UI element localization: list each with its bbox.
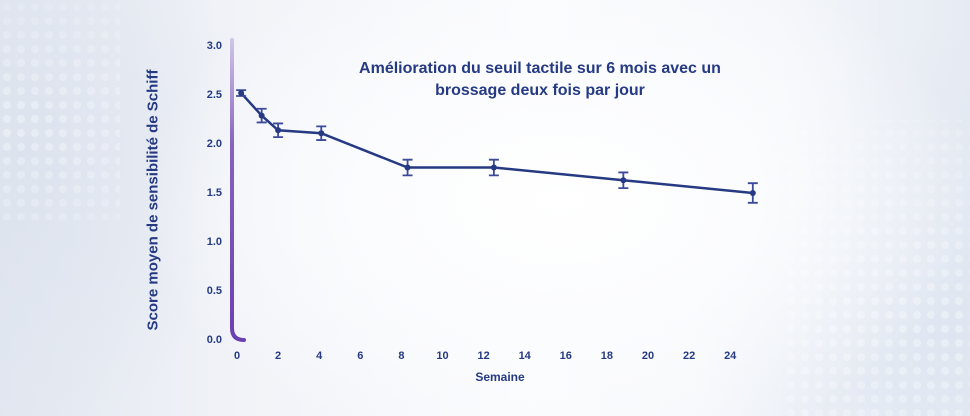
data-line [240, 92, 753, 195]
series-line [236, 89, 758, 204]
x-tick-label: 0 [233, 350, 241, 362]
x-tick-label: 18 [600, 350, 614, 362]
x-tick-label: 16 [559, 350, 572, 362]
data-point [316, 125, 327, 141]
x-tick-label: 12 [477, 350, 490, 362]
x-tick-label: 10 [436, 350, 449, 362]
data-point [488, 158, 499, 177]
data-point [747, 182, 758, 204]
marker-dot [275, 127, 282, 134]
marker-dot [258, 112, 265, 119]
y-tick-label: 3.0 [206, 40, 222, 52]
y-tick-label: 2.5 [206, 89, 222, 101]
marker-dot [620, 177, 627, 184]
data-point [618, 171, 629, 189]
x-tick-label: 6 [357, 350, 364, 362]
x-tick-label: 8 [398, 350, 405, 362]
data-point [402, 158, 413, 177]
data-point [256, 107, 267, 124]
x-tick-label: 22 [682, 350, 696, 362]
data-point [236, 89, 247, 97]
x-tick-label: 24 [724, 350, 737, 362]
x-axis-label: Semaine [475, 370, 525, 384]
y-tick-label: 1.0 [206, 236, 222, 248]
y-tick-label: 2.0 [206, 138, 222, 150]
x-tick-label: 4 [316, 350, 323, 362]
y-tick-label: 0.0 [206, 334, 222, 346]
x-tick-label: 14 [518, 350, 531, 362]
data-point [273, 122, 284, 139]
y-axis-line [230, 38, 246, 342]
y-tick-label: 1.5 [206, 187, 222, 199]
x-tick-label: 20 [641, 350, 655, 362]
chart-title-line-1: Amélioration du seuil tactile sur 6 mois… [359, 60, 721, 77]
x-tick-label: 2 [275, 350, 282, 362]
marker-dot [404, 164, 411, 171]
chart-title: Amélioration du seuil tactile sur 6 mois… [300, 58, 780, 102]
marker-dot [490, 164, 497, 171]
marker-dot [318, 130, 325, 137]
y-tick-label: 0.5 [206, 285, 222, 297]
chart-title-line-2: brossage deux fois par jour [435, 82, 645, 99]
marker-dot [749, 190, 756, 196]
marker-dot [238, 90, 245, 97]
